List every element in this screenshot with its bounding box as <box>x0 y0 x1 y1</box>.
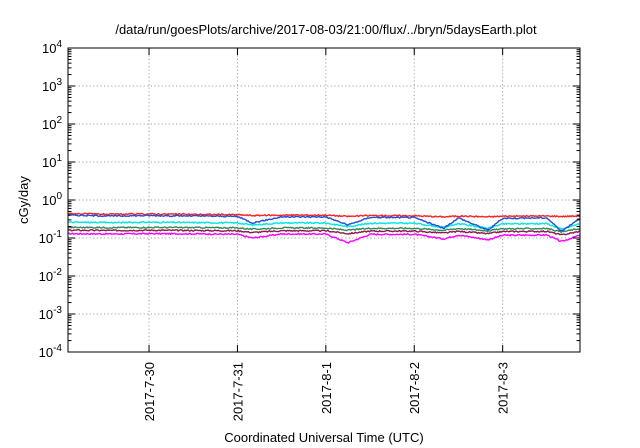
x-tick-label: 2017-8-3 <box>496 362 511 414</box>
chart-title: /data/run/goesPlots/archive/2017-08-03/2… <box>115 22 537 37</box>
y-tick-label: 10-2 <box>39 267 63 284</box>
axis-ticks <box>68 47 580 353</box>
series-line-5 <box>67 212 581 219</box>
y-tick-label: 100 <box>42 191 62 208</box>
y-tick-label: 10-3 <box>39 305 63 322</box>
series-line-3 <box>67 226 581 234</box>
y-tick-label: 10-1 <box>39 229 63 246</box>
x-axis-label: Coordinated Universal Time (UTC) <box>224 430 423 445</box>
series-line-2 <box>67 228 581 236</box>
series-line-1 <box>67 232 581 244</box>
y-axis-label: cGy/day <box>16 176 31 224</box>
y-tick-label: 101 <box>42 153 62 170</box>
y-tick-labels: 10-4 10-3 10-2 10-1 100 101 102 103 104 <box>39 39 63 360</box>
x-tick-labels: 2017-7-30 2017-7-31 2017-8-1 2017-8-2 2017-8… <box>142 362 511 421</box>
y-tick-label: 102 <box>42 115 62 132</box>
x-tick-label: 2017-7-31 <box>230 362 245 421</box>
data-series <box>67 212 581 244</box>
grid-lines <box>68 48 580 352</box>
y-tick-label: 103 <box>42 77 62 94</box>
x-tick-label: 2017-7-30 <box>142 362 157 421</box>
y-tick-label: 10-4 <box>39 343 63 360</box>
series-line-6 <box>67 213 581 232</box>
x-tick-label: 2017-8-2 <box>407 362 422 414</box>
y-tick-label: 104 <box>42 39 62 56</box>
x-tick-label: 2017-8-1 <box>319 362 334 414</box>
